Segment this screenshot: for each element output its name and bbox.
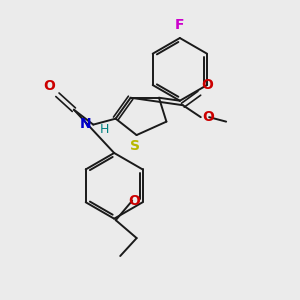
Text: O: O: [201, 78, 213, 92]
Text: O: O: [202, 110, 214, 124]
Text: F: F: [175, 18, 184, 32]
Text: N: N: [80, 117, 92, 131]
Text: S: S: [130, 139, 140, 153]
Text: O: O: [43, 79, 55, 93]
Text: H: H: [100, 123, 109, 136]
Text: O: O: [128, 194, 140, 208]
